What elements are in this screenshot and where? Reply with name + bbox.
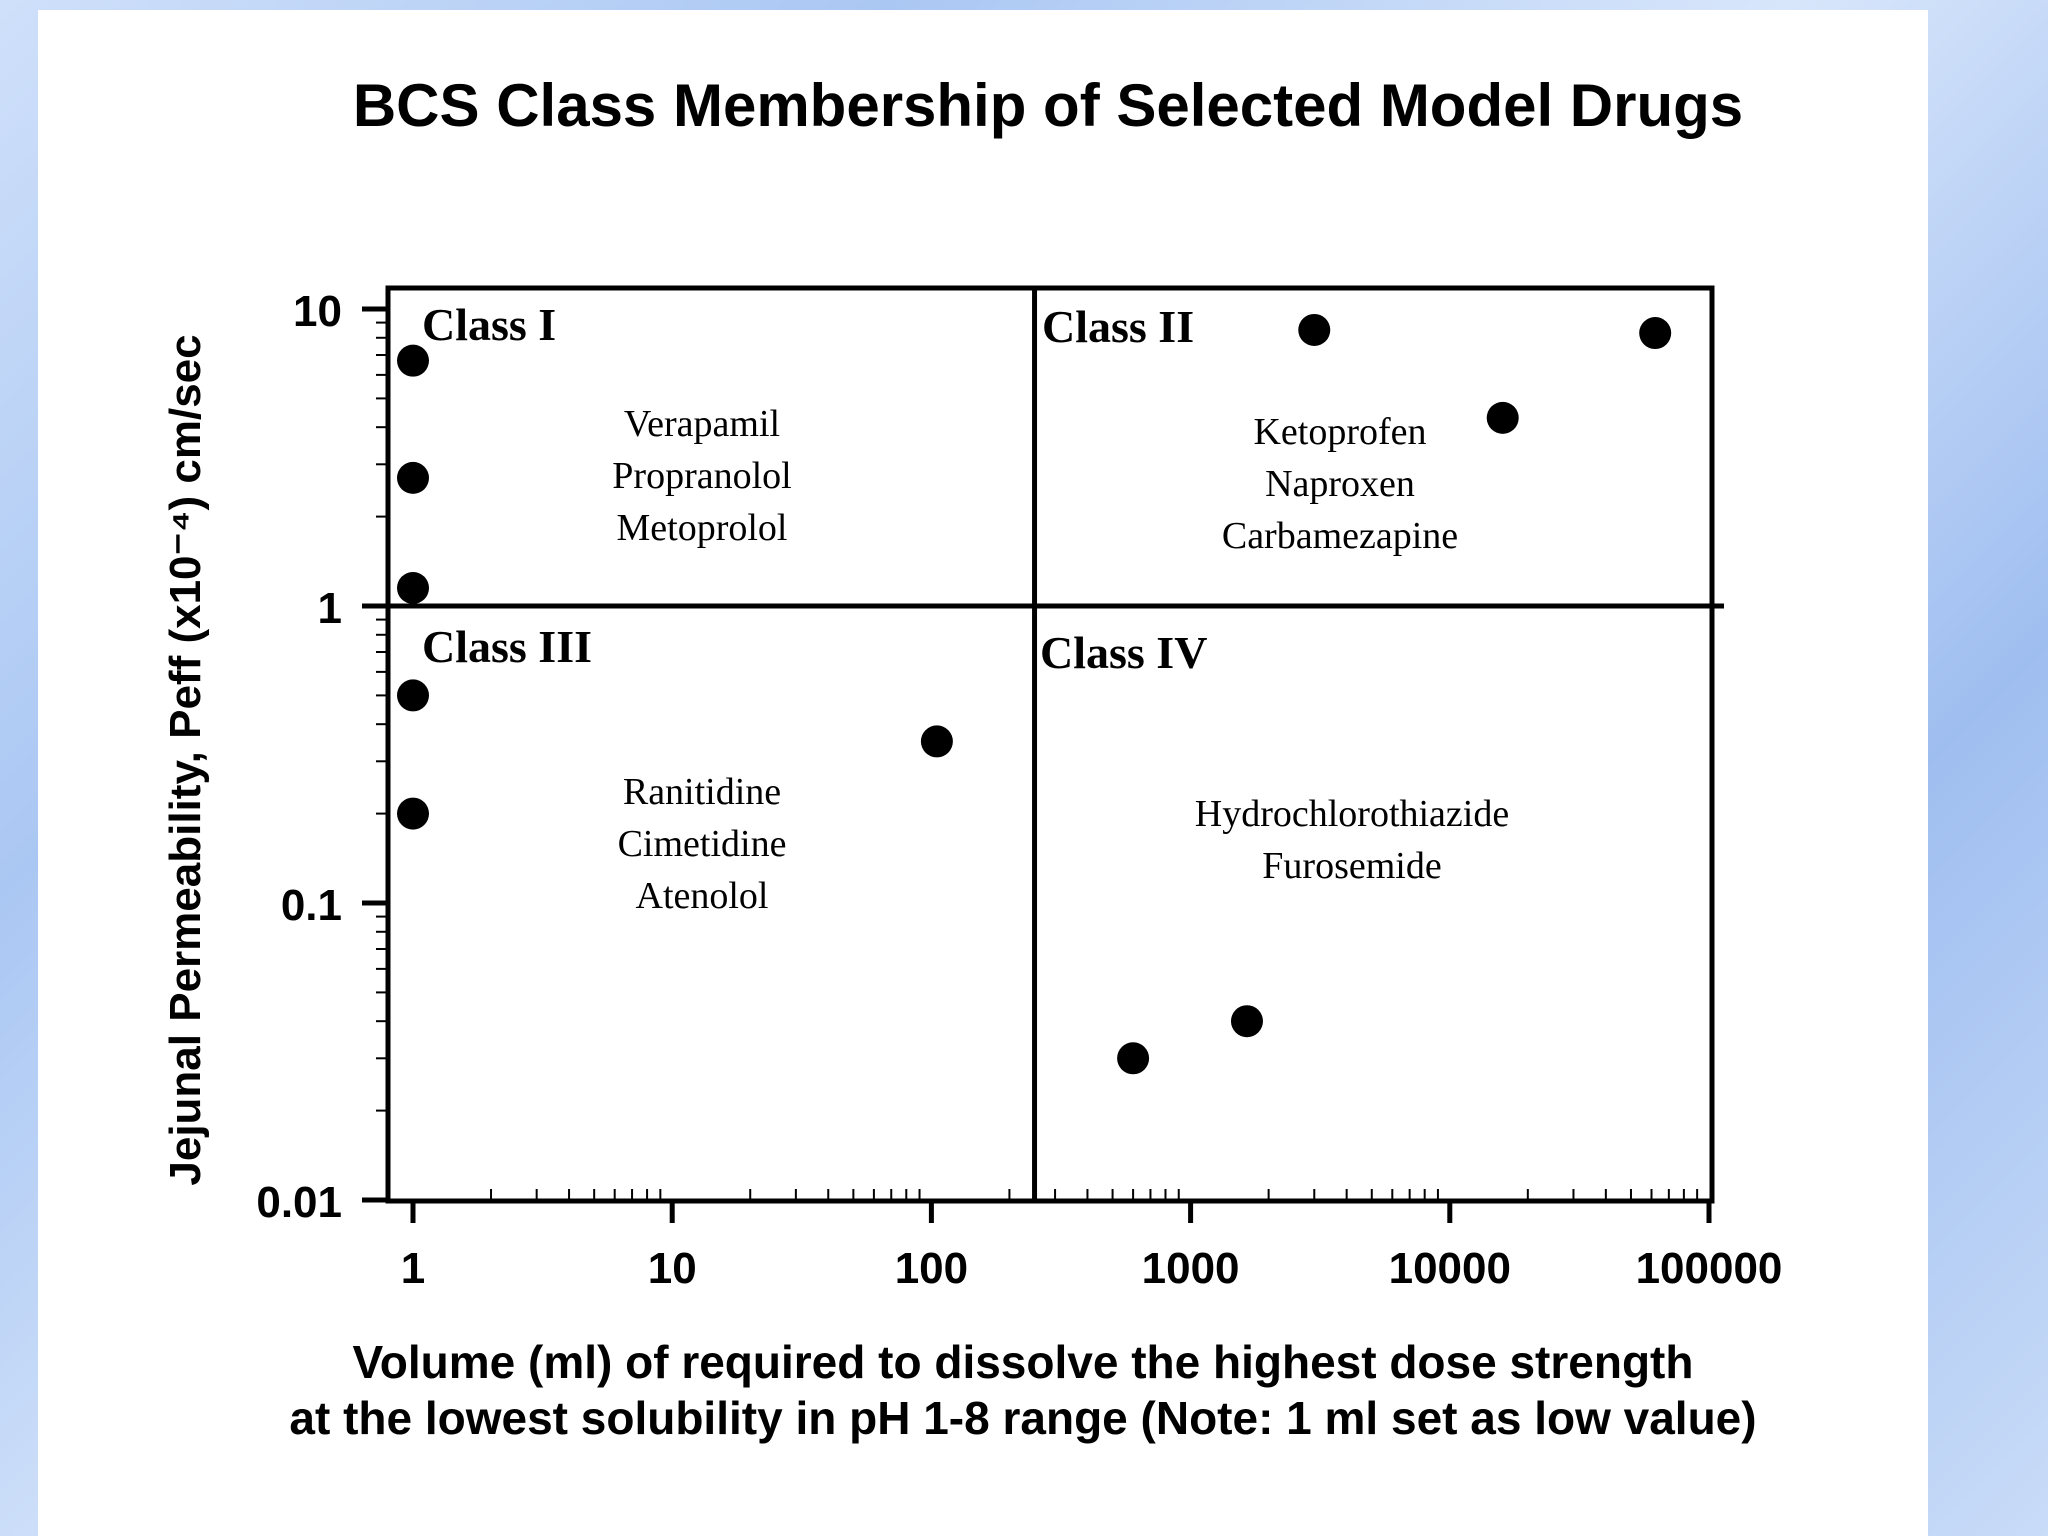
data-point-7 [397, 797, 429, 830]
y-axis-label-group: Jejunal Permeability, Peff (x10⁻⁴) cm/se… [161, 334, 210, 1185]
data-point-5 [1639, 317, 1672, 350]
data-points [397, 313, 1672, 1075]
y-axis-ticks: 10 1 0.1 0.01 [256, 287, 388, 1227]
drug-name-ranitidine: Ranitidine [623, 771, 781, 813]
y-tick-label: 0.1 [281, 881, 342, 930]
data-point-2 [397, 571, 429, 604]
x-tick-label: 1000 [1142, 1244, 1240, 1293]
y-tick-label: 1 [318, 584, 342, 633]
y-tick-label: 10 [293, 287, 342, 336]
x-axis-ticks: 1 10 100 1000 10000 100000 [401, 1189, 1783, 1293]
drug-name-metoprolol: Metoprolol [617, 507, 788, 549]
drug-name-naproxen: Naproxen [1265, 463, 1415, 505]
x-tick-label: 10000 [1389, 1244, 1511, 1293]
drug-name-verapamil: Verapamil [624, 403, 780, 445]
drug-name-propranolol: Propranolol [612, 455, 791, 497]
data-point-1 [397, 461, 429, 494]
data-point-10 [1230, 1005, 1263, 1038]
data-point-3 [1298, 313, 1331, 346]
slide-panel [38, 10, 1928, 1536]
x-axis-label-line-2: at the lowest solubility in pH 1-8 range… [289, 1392, 1756, 1444]
drug-name-cimetidine: Cimetidine [618, 823, 787, 865]
x-axis-label-line-1: Volume (ml) of required to dissolve the … [353, 1336, 1694, 1388]
class-label-class-iv: Class IV [1040, 627, 1207, 678]
data-point-8 [920, 725, 953, 758]
class-label-class-iii: Class III [422, 621, 592, 672]
data-point-4 [1486, 401, 1519, 434]
drug-name-furosemide: Furosemide [1262, 845, 1441, 887]
plot-frame [385, 285, 1715, 1204]
chart-title: BCS Class Membership of Selected Model D… [353, 72, 1743, 139]
data-point-9 [1117, 1042, 1150, 1075]
drug-name-carbamezapine: Carbamezapine [1222, 515, 1458, 557]
drug-name-ketoprofen: Ketoprofen [1253, 411, 1426, 453]
x-tick-label: 100000 [1636, 1244, 1783, 1293]
class-label-class-ii: Class II [1042, 301, 1194, 352]
x-tick-label: 1 [401, 1244, 425, 1293]
data-point-0 [397, 344, 429, 377]
drug-name-hydrochlorothiazide: Hydrochlorothiazide [1195, 793, 1509, 835]
class-label-class-i: Class I [422, 299, 556, 350]
y-tick-label: 0.01 [256, 1178, 342, 1227]
y-axis-label: Jejunal Permeability, Peff (x10⁻⁴) cm/se… [161, 334, 210, 1185]
drug-name-atenolol: Atenolol [636, 875, 769, 917]
x-tick-label: 100 [895, 1244, 968, 1293]
x-tick-label: 10 [648, 1244, 697, 1293]
data-point-6 [397, 679, 429, 712]
